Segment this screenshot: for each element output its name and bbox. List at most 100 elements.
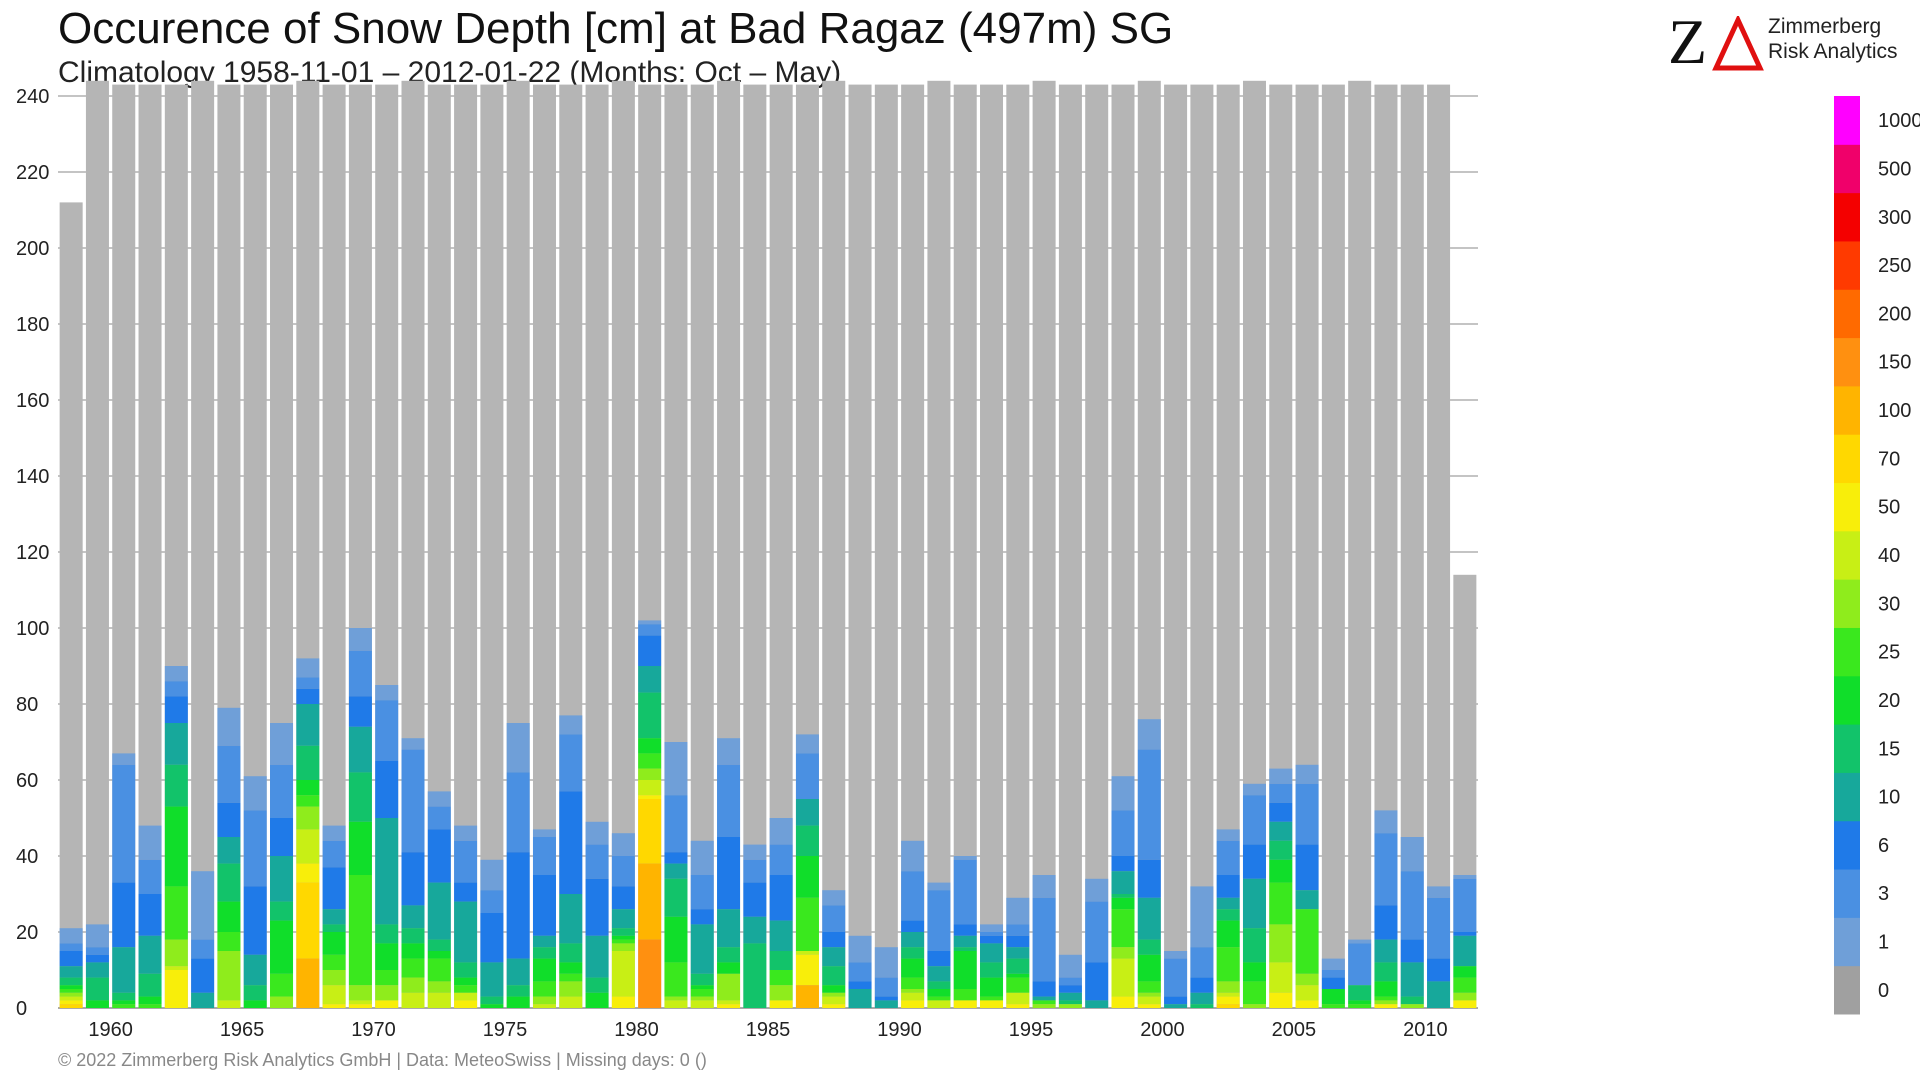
bar-segment <box>1137 939 1161 955</box>
bar-segment <box>1453 977 1477 993</box>
bar-segment <box>1269 802 1293 822</box>
bar-segment <box>1216 992 1240 997</box>
bar-segment <box>480 913 504 963</box>
x-tick-label: 1970 <box>351 1019 396 1041</box>
bar-total-days <box>874 84 898 1009</box>
bar-segment <box>1269 882 1293 925</box>
bar-segment <box>322 924 346 932</box>
bar-segment <box>401 749 425 853</box>
bar-segment <box>585 844 609 879</box>
bar-segment <box>112 764 136 883</box>
bar-segment <box>1295 985 1319 1001</box>
bar-segment <box>848 935 872 963</box>
colorbar-label: 50 <box>1878 497 1900 519</box>
bar-segment <box>901 992 925 1001</box>
bar-segment <box>480 859 504 891</box>
bar-segment <box>1269 962 1293 993</box>
bar-segment <box>401 905 425 929</box>
bar-segment <box>1374 810 1398 834</box>
bar-segment <box>980 924 1004 932</box>
bar-segment <box>454 962 478 978</box>
logo-wordmark: Zimmerberg Risk Analytics <box>1768 14 1898 64</box>
bar-segment <box>138 894 162 936</box>
bar-segment <box>1374 939 1398 963</box>
x-tick-label: 1990 <box>877 1019 922 1041</box>
bar-segment <box>1242 962 1266 982</box>
y-tick-label: 100 <box>16 618 49 640</box>
colorbar-segment <box>1834 434 1860 484</box>
bar-segment <box>638 799 662 864</box>
bar-segment <box>638 863 662 940</box>
triangle-icon <box>1712 16 1764 71</box>
bar-segment <box>743 859 767 883</box>
bar-segment <box>611 928 635 936</box>
bar-segment <box>1400 962 1424 997</box>
bar-segment <box>1164 958 1188 997</box>
bar-segment <box>795 799 819 826</box>
bar-segment <box>664 863 688 879</box>
bar-segment <box>454 992 478 1001</box>
bar-segment <box>1216 897 1240 910</box>
bar-segment <box>1190 992 1214 1005</box>
bar-segment <box>427 806 451 830</box>
colorbar-label: 1000 <box>1878 110 1920 132</box>
bar-segment <box>506 723 530 773</box>
bar-segment <box>427 951 451 959</box>
bar-total-days <box>611 80 635 1009</box>
bar-segment <box>270 856 294 902</box>
bar-segment <box>191 939 215 959</box>
bar-segment <box>532 958 556 982</box>
bar-total-days <box>927 80 951 1009</box>
bar-segment <box>401 943 425 959</box>
bar-segment <box>822 966 846 986</box>
bar-segment <box>559 981 583 997</box>
bar-segment <box>270 920 294 974</box>
bar-segment <box>164 966 188 970</box>
bar-segment <box>1374 1000 1398 1005</box>
bar-segment <box>243 776 267 811</box>
bar-segment <box>270 723 294 765</box>
bar-segment <box>769 951 793 970</box>
bar-segment <box>1111 947 1135 959</box>
bar-segment <box>927 890 951 951</box>
bar-segment <box>348 875 372 986</box>
bar-segment <box>1032 1000 1056 1005</box>
bar-segment <box>690 989 714 997</box>
bar-segment <box>59 928 83 944</box>
bar-segment <box>690 924 714 974</box>
bar-segment <box>296 958 320 1008</box>
bar-segment <box>1348 939 1372 944</box>
bar-segment <box>980 943 1004 963</box>
bar-segment <box>927 966 951 982</box>
bar-segment <box>532 829 556 837</box>
bar-segment <box>638 753 662 769</box>
bar-segment <box>953 935 977 948</box>
bar-segment <box>611 939 635 944</box>
bar-segment <box>59 992 83 997</box>
bar-segment <box>270 764 294 818</box>
bar-segment <box>1085 962 1109 1001</box>
bar-segment <box>375 970 399 986</box>
bar-segment <box>1137 981 1161 993</box>
bar-segment <box>1085 878 1109 902</box>
bar-segment <box>1295 909 1319 974</box>
colorbar-segment <box>1834 192 1860 242</box>
bar-segment <box>1216 981 1240 993</box>
bar-segment <box>717 909 741 948</box>
bar-segment <box>664 916 688 963</box>
bar-segment <box>1006 992 1030 1005</box>
bar-segment <box>953 989 977 1001</box>
bar-segment <box>138 996 162 1005</box>
bar-total-days <box>1164 84 1188 1009</box>
bar-segment <box>769 985 793 1001</box>
x-tick-label: 1985 <box>746 1019 791 1041</box>
colorbar-segment <box>1834 675 1860 725</box>
bar-total-days <box>1190 84 1214 1009</box>
bar-segment <box>1295 764 1319 784</box>
colorbar-label: 25 <box>1878 642 1900 664</box>
bar-segment <box>1453 878 1477 932</box>
bar-segment <box>1111 897 1135 910</box>
bar-segment <box>1058 977 1082 986</box>
bar-segment <box>270 973 294 997</box>
bar-segment <box>1374 962 1398 982</box>
